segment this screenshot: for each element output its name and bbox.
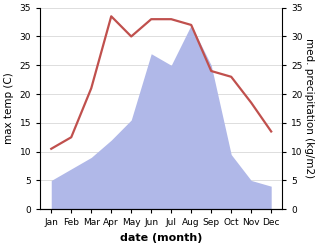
X-axis label: date (month): date (month) xyxy=(120,233,203,243)
Y-axis label: med. precipitation (kg/m2): med. precipitation (kg/m2) xyxy=(304,38,314,179)
Y-axis label: max temp (C): max temp (C) xyxy=(4,73,14,144)
